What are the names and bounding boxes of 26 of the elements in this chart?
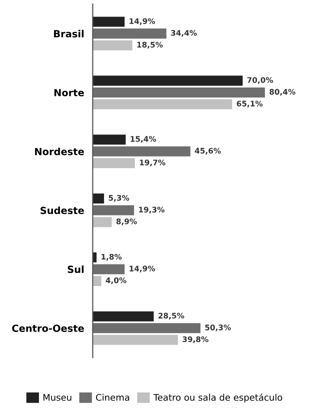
- y-tick-label: Norte: [54, 89, 84, 96]
- bar: [92, 40, 132, 50]
- legend-label: Cinema: [96, 394, 130, 401]
- bar: [92, 16, 125, 27]
- y-tick-label: Sul: [68, 266, 84, 274]
- legend-label: Museu: [43, 394, 72, 401]
- bar: [92, 194, 104, 204]
- bar: [92, 99, 232, 110]
- bar: [92, 323, 200, 334]
- bar: [92, 264, 125, 274]
- y-tick-label: Sudeste: [40, 206, 84, 214]
- y-tick-label: Brasil: [54, 30, 84, 38]
- bar: [92, 158, 135, 168]
- bar: [92, 311, 154, 322]
- bar: [92, 205, 134, 216]
- y-tick-label: Nordeste: [35, 148, 84, 156]
- bar: [92, 217, 112, 228]
- bar: [92, 28, 166, 39]
- bar: [92, 276, 102, 286]
- y-tick-label: Centro-Oeste: [12, 324, 84, 332]
- bar: [92, 76, 243, 86]
- bar: [92, 87, 265, 98]
- bar: [92, 134, 126, 145]
- bar: [92, 146, 190, 156]
- bar: [92, 334, 178, 345]
- legend-label: Teatro ou sala de espetáculo: [153, 393, 282, 403]
